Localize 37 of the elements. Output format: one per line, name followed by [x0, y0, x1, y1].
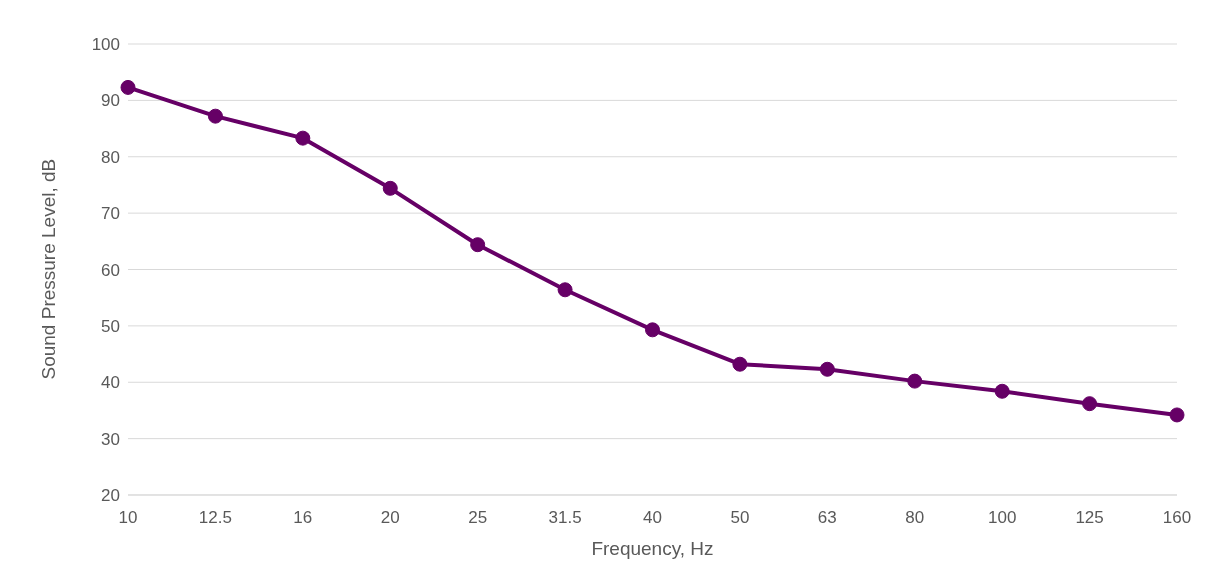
y-tick-label: 40	[101, 373, 120, 393]
point	[819, 361, 835, 377]
point	[994, 383, 1010, 399]
point	[732, 356, 748, 372]
x-tick-label: 160	[1162, 508, 1192, 528]
y-tick-label: 70	[101, 204, 120, 224]
x-tick-label: 16	[293, 508, 313, 528]
x-tick-label: 125	[1075, 508, 1104, 528]
x-tick-label: 31.5	[548, 508, 582, 528]
x-tick-label: 63	[817, 508, 837, 528]
point	[1169, 407, 1185, 423]
y-tick-label: 100	[91, 35, 120, 55]
point	[470, 237, 486, 253]
point	[907, 373, 923, 389]
point	[295, 130, 311, 146]
y-axis-title: Sound Pressure Level, dB	[37, 158, 59, 380]
x-tick-label: 25	[468, 508, 488, 528]
x-tick-label: 80	[905, 508, 925, 528]
point	[207, 108, 223, 124]
y-tick-label: 30	[101, 429, 120, 449]
y-tick-label: 80	[101, 147, 120, 167]
x-tick-label: 40	[643, 508, 662, 528]
x-tick-label: 10	[118, 508, 138, 528]
x-tick-label: 12.5	[198, 508, 232, 528]
y-tick-label: 20	[101, 486, 120, 506]
x-tick-label: 20	[380, 508, 400, 528]
x-tick-label: 100	[987, 508, 1017, 528]
x-axis-title: Frequency, Hz	[591, 538, 714, 559]
y-tick-label: 60	[101, 260, 120, 280]
point	[1082, 396, 1098, 412]
point	[120, 79, 136, 95]
point	[382, 180, 398, 196]
point	[645, 322, 660, 338]
y-tick-label: 90	[101, 91, 120, 111]
x-tick-label: 50	[730, 508, 750, 528]
y-tick-label: 50	[101, 316, 120, 336]
point	[557, 282, 573, 298]
